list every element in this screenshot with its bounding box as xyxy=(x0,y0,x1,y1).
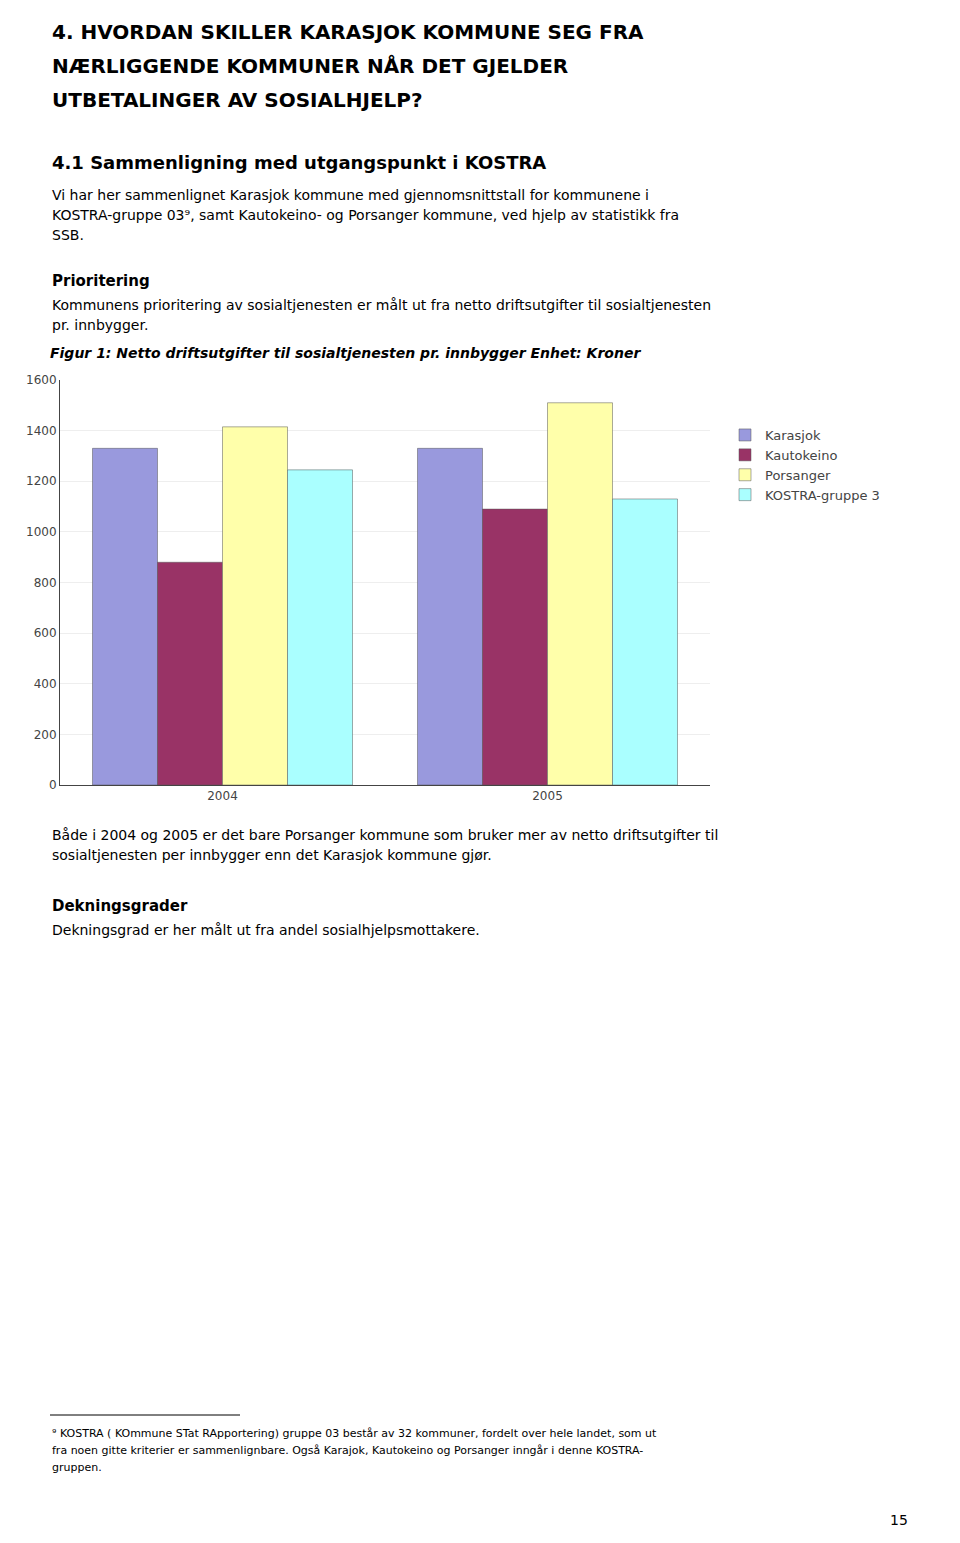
svg-text:UTBETALINGER AV SOSIALHJELP?: UTBETALINGER AV SOSIALHJELP? xyxy=(52,88,423,112)
svg-text:Både i 2004 og 2005 er det bar: Både i 2004 og 2005 er det bare Porsange… xyxy=(52,827,718,843)
svg-text:sosialtjenesten per innbygger: sosialtjenesten per innbygger enn det Ka… xyxy=(52,847,492,863)
svg-text:15: 15 xyxy=(890,1512,908,1528)
svg-text:fra noen gitte kriterier er sa: fra noen gitte kriterier er sammenlignba… xyxy=(52,1444,643,1457)
svg-text:1000: 1000 xyxy=(26,525,57,539)
svg-text:Prioritering: Prioritering xyxy=(52,272,150,290)
svg-text:⁹ KOSTRA ( KOmmune STat RAppor: ⁹ KOSTRA ( KOmmune STat RApportering) gr… xyxy=(52,1427,657,1440)
svg-text:800: 800 xyxy=(34,576,57,590)
svg-text:1600: 1600 xyxy=(26,373,57,387)
svg-text:2005: 2005 xyxy=(532,789,563,803)
svg-text:NÆRLIGGENDE KOMMUNER NÅR DET G: NÆRLIGGENDE KOMMUNER NÅR DET GJELDER xyxy=(52,54,568,78)
svg-text:SSB.: SSB. xyxy=(52,227,84,243)
svg-text:400: 400 xyxy=(34,677,57,691)
svg-text:KOSTRA-gruppe 03⁹, samt Kautok: KOSTRA-gruppe 03⁹, samt Kautokeino- og P… xyxy=(52,207,679,223)
svg-text:0: 0 xyxy=(49,778,57,792)
svg-text:Kautokeino: Kautokeino xyxy=(765,448,837,463)
svg-text:1400: 1400 xyxy=(26,424,57,438)
svg-text:Porsanger: Porsanger xyxy=(765,468,831,483)
svg-text:Dekningsgrader: Dekningsgrader xyxy=(52,897,188,915)
svg-text:2004: 2004 xyxy=(207,789,238,803)
svg-text:pr. innbygger.: pr. innbygger. xyxy=(52,317,148,333)
svg-text:Vi har her sammenlignet Karasj: Vi har her sammenlignet Karasjok kommune… xyxy=(52,187,649,203)
svg-text:KOSTRA-gruppe 3: KOSTRA-gruppe 3 xyxy=(765,488,880,503)
svg-text:4.1 Sammenligning med utgangsp: 4.1 Sammenligning med utgangspunkt i KOS… xyxy=(52,152,546,173)
svg-text:Kommunens prioritering av sosi: Kommunens prioritering av sosialtjeneste… xyxy=(52,297,711,313)
svg-text:Karasjok: Karasjok xyxy=(765,428,821,443)
svg-text:Figur 1: Netto driftsutgifter: Figur 1: Netto driftsutgifter til sosial… xyxy=(50,345,641,361)
svg-text:1200: 1200 xyxy=(26,474,57,488)
svg-text:gruppen.: gruppen. xyxy=(52,1461,102,1474)
svg-text:600: 600 xyxy=(34,626,57,640)
svg-text:4. HVORDAN SKILLER KARASJOK KO: 4. HVORDAN SKILLER KARASJOK KOMMUNE SEG … xyxy=(52,20,644,44)
svg-text:200: 200 xyxy=(34,728,57,742)
svg-text:Dekningsgrad er her målt ut fr: Dekningsgrad er her målt ut fra andel so… xyxy=(52,922,480,938)
